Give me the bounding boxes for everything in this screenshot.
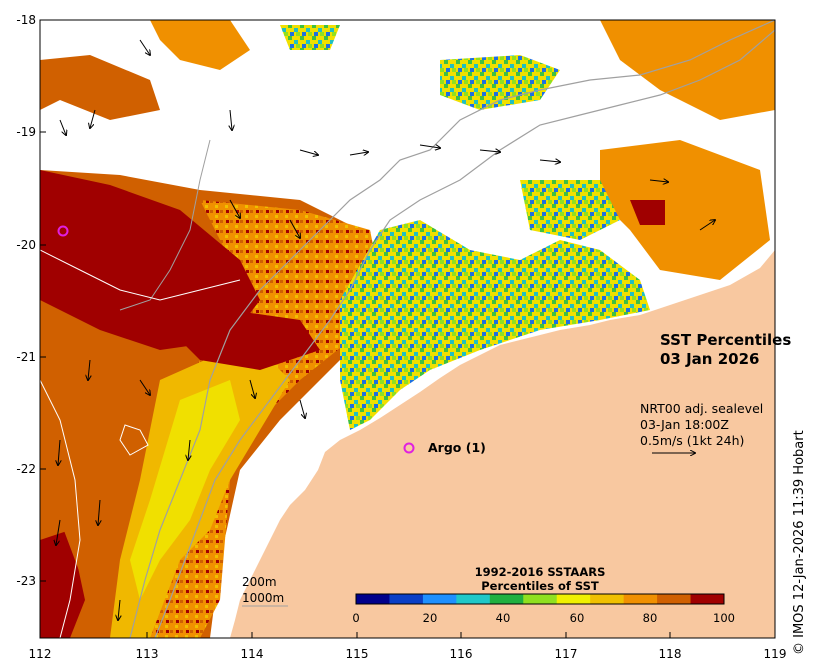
lon-label: 114	[241, 647, 264, 661]
lon-label: 117	[555, 647, 578, 661]
colorbar-segment	[356, 594, 390, 604]
sealevel-contour-west	[40, 249, 241, 301]
lat-axis	[40, 19, 46, 582]
lat-label: -23	[16, 574, 36, 588]
lat-tick-labels: -18 -19 -20 -21 -22 -23	[16, 13, 36, 588]
sst-north-patch	[150, 20, 250, 70]
sealevel-time: 03-Jan 18:00Z	[640, 417, 729, 432]
lat-label: -22	[16, 462, 36, 476]
colorbar-tick-label: 100	[713, 611, 735, 625]
lon-label: 113	[136, 647, 159, 661]
bathymetry-200m	[154, 29, 775, 638]
map-date: 03 Jan 2026	[660, 350, 759, 368]
sst-bright-yellow-patch	[130, 380, 240, 600]
depth-200m-label: 200m	[242, 575, 277, 589]
credit-text: © IMOS 12-Jan-2026 11:39 Hobart	[792, 430, 807, 655]
sst-dark-red-band	[160, 310, 320, 370]
colorbar-tick-label: 80	[643, 611, 658, 625]
sealevel-contour-loop	[119, 424, 149, 456]
sst-nearshore-mixed	[340, 220, 650, 430]
colorbar-segment	[489, 594, 524, 604]
colorbar-tick-label: 0	[352, 611, 359, 625]
land-mass	[230, 250, 775, 638]
bathymetry-coast-shelf	[119, 139, 211, 311]
sealevel-contour-southwest	[40, 379, 81, 638]
lon-label: 116	[450, 647, 473, 661]
legend-title: 1992-2016 SSTAARS	[475, 565, 606, 579]
lat-label: -19	[16, 125, 36, 139]
colorbar-segment	[456, 594, 491, 604]
plot-frame	[39, 19, 776, 639]
lon-label: 119	[764, 647, 787, 661]
map-layers	[40, 20, 775, 638]
sst-northeast-orange	[600, 20, 775, 120]
argo-float-marker	[403, 442, 415, 454]
colorbar-segment	[623, 594, 658, 604]
colorbar-segment	[422, 594, 457, 604]
argo-label: Argo (1)	[428, 440, 486, 455]
colorbar-tick-label: 60	[570, 611, 585, 625]
sst-northeast-green	[440, 55, 560, 110]
colorbar-segment	[556, 594, 591, 604]
colorbar-segment	[590, 594, 625, 604]
colorbar-frame	[355, 593, 725, 605]
sealevel-source: NRT00 adj. sealevel	[640, 401, 763, 416]
lon-label: 115	[346, 647, 369, 661]
sst-east-darkred	[630, 200, 665, 225]
sst-northwest-patch	[40, 55, 160, 120]
vector-scale-label: 0.5m/s (1kt 24h)	[640, 433, 744, 448]
current-vectors	[56, 39, 715, 620]
map-title: SST Percentiles	[660, 331, 791, 349]
sst-dark-red-southwest	[40, 530, 85, 638]
lat-label: -21	[16, 350, 36, 364]
lon-label: 118	[659, 647, 682, 661]
colorbar-segment	[690, 594, 725, 604]
colorbar-segment	[657, 594, 692, 604]
argo-float-marker-west	[57, 225, 69, 237]
colorbar-ticks: 0 20 40 60 80 100	[352, 611, 735, 625]
sst-dark-red-west	[40, 170, 260, 350]
legend-subtitle: Percentiles of SST	[481, 579, 599, 593]
sst-east-orange	[600, 140, 770, 280]
lon-tick-labels: 112 113 114 115 116 117 118 119	[29, 647, 787, 661]
colorbar-segment	[389, 594, 424, 604]
colorbar	[356, 594, 725, 604]
lon-axis	[39, 632, 776, 638]
lon-label: 112	[29, 647, 52, 661]
sst-east-mixed	[520, 180, 620, 240]
sst-north-green	[280, 25, 340, 50]
lat-label: -20	[16, 238, 36, 252]
depth-1000m-label: 1000m	[242, 591, 284, 605]
colorbar-tick-label: 40	[496, 611, 511, 625]
colorbar-segment	[523, 594, 558, 604]
colorbar-tick-label: 20	[423, 611, 438, 625]
lat-label: -18	[16, 13, 36, 27]
sst-orange-dark-southwest	[40, 360, 130, 600]
